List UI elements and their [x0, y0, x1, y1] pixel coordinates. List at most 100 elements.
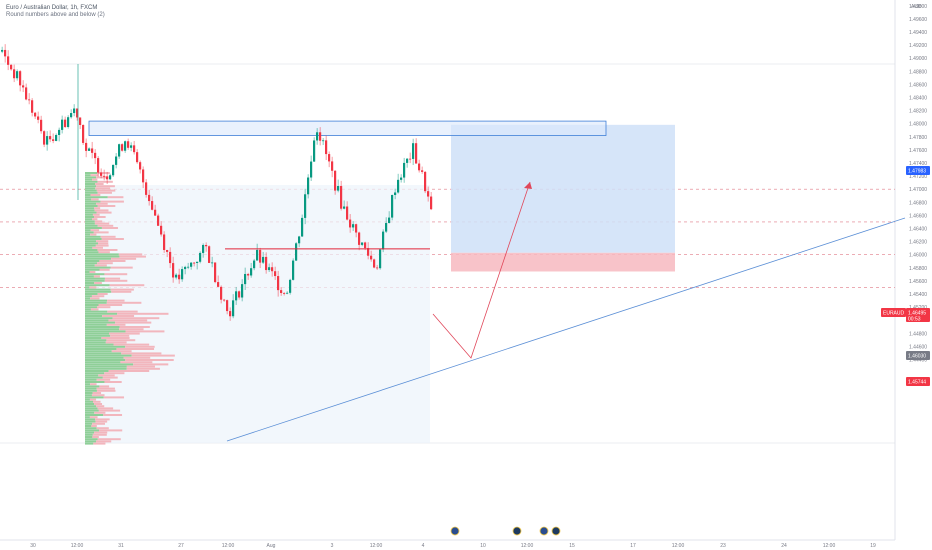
time-tick-label: 12:00	[672, 543, 685, 549]
candle-body	[361, 242, 364, 245]
volume-profile-bar-down	[102, 376, 118, 379]
volume-profile-bar-up	[85, 400, 94, 403]
volume-profile-bar-down	[123, 356, 151, 359]
volume-profile-bar-up	[85, 211, 97, 214]
projection-path[interactable]	[432, 181, 531, 359]
candle-body	[82, 124, 85, 143]
volume-profile-bar-up	[85, 330, 126, 333]
volume-profile-bar-up	[85, 290, 112, 293]
volume-profile-bar-up	[85, 176, 97, 179]
price-tag[interactable]	[906, 377, 930, 386]
symbol-title[interactable]: Euro / Australian Dollar, 1h, FXCM	[6, 5, 98, 11]
volume-profile-bar-up	[85, 339, 107, 342]
volume-profile-bar-down	[99, 260, 126, 262]
price-tick-label: 1.46600	[909, 213, 927, 219]
volume-profile-bar-down	[105, 341, 127, 344]
volume-profile-bar-down	[97, 407, 114, 410]
indicator-label[interactable]: Round numbers above and below (2)	[6, 12, 105, 18]
volume-profile-bar-down	[89, 398, 97, 401]
candle-body	[298, 236, 301, 244]
news-globe-icon[interactable]	[551, 526, 561, 536]
candle-body	[316, 132, 319, 141]
candle-body	[409, 158, 412, 160]
volume-profile-bar-down	[92, 422, 106, 425]
candle-body	[331, 161, 334, 171]
news-globe-icon[interactable]	[512, 526, 522, 536]
resistance-zone[interactable]	[88, 120, 607, 136]
time-tick-label: 23	[720, 543, 726, 549]
volume-profile-bar-down	[119, 328, 144, 331]
au-flag-icon[interactable]	[539, 526, 549, 536]
candle-body	[307, 177, 310, 195]
volume-profile-bar-down	[92, 433, 107, 436]
candle-body	[1, 49, 4, 52]
candle-body	[106, 176, 109, 180]
price-tick-label: 1.48200	[909, 109, 927, 115]
profit-zone	[451, 124, 675, 253]
au-flag-icon[interactable]	[450, 526, 460, 536]
volume-profile-bar-down	[98, 374, 115, 377]
volume-profile-bar-up	[85, 242, 99, 245]
volume-profile-bar-down	[110, 288, 134, 291]
volume-profile-bar-up	[85, 207, 95, 210]
volume-profile-bar-up	[85, 260, 100, 262]
volume-profile-bar-up	[85, 352, 122, 355]
volume-profile-bar-down	[103, 414, 123, 416]
volume-profile-bar-up	[85, 343, 114, 346]
candle-body	[157, 215, 160, 226]
candle-body	[250, 268, 253, 276]
candle-body	[268, 267, 271, 271]
volume-profile-bar-down	[96, 387, 115, 390]
price-tag[interactable]	[906, 308, 930, 322]
trendline[interactable]	[226, 217, 906, 442]
candle-body	[376, 267, 379, 269]
volume-profile-bar-up	[85, 374, 99, 377]
volume-profile-bar-up	[85, 315, 103, 317]
price-tag[interactable]	[906, 351, 930, 360]
volume-profile-bar-up	[85, 409, 99, 412]
candle-body	[190, 262, 193, 267]
volume-profile-bar-down	[109, 332, 140, 335]
volume-profile-bar-up	[85, 268, 100, 271]
volume-profile-bar-down	[97, 180, 113, 183]
candle-body	[271, 267, 274, 272]
volume-profile-bar-down	[90, 194, 101, 196]
candle-body	[280, 290, 283, 294]
volume-profile-bar-up	[85, 187, 96, 190]
candle-body	[139, 162, 142, 170]
volume-profile-bar-down	[116, 348, 155, 350]
volume-profile-bar-down	[98, 242, 109, 245]
volume-profile-bar-up	[85, 321, 116, 324]
volume-profile-bar-down	[93, 442, 106, 445]
volume-profile-bar-up	[85, 308, 91, 311]
volume-profile-bar-down	[94, 411, 106, 414]
volume-profile-bar-up	[85, 440, 97, 443]
volume-profile-bar-down	[89, 416, 98, 419]
candle-body	[76, 108, 79, 118]
volume-profile-bar-up	[85, 218, 93, 221]
volume-profile-bar-down	[90, 174, 99, 177]
time-tick-label: 12:00	[222, 543, 235, 549]
volume-profile-bar-down	[111, 290, 132, 293]
volume-profile-bar-up	[85, 295, 92, 298]
volume-profile-bar-up	[85, 348, 117, 350]
volume-profile-bar-up	[85, 288, 111, 291]
volume-profile-bar-up	[85, 411, 95, 414]
volume-profile-bar-up	[85, 235, 101, 238]
volume-profile-bar-down	[92, 178, 98, 181]
volume-profile-bar-up	[85, 319, 109, 322]
volume-profile-bar-down	[109, 284, 145, 287]
volume-profile-bar-up	[85, 350, 112, 353]
price-tag[interactable]	[906, 166, 930, 175]
candle-body	[325, 140, 328, 155]
candle-body	[4, 49, 7, 57]
volume-profile-bar-down	[95, 420, 108, 423]
time-tick-label: 3	[331, 543, 334, 549]
volume-profile-bar-down	[113, 343, 150, 346]
volume-profile-bar-down	[117, 312, 169, 315]
volume-profile-bar-up	[85, 332, 110, 335]
volume-profile-bar-up	[85, 392, 93, 394]
volume-profile-bar-down	[97, 293, 108, 295]
